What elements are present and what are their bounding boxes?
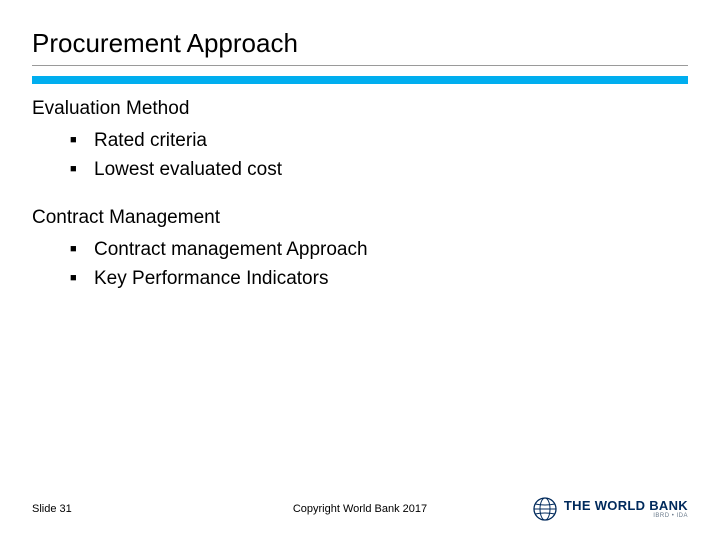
slide-number: Slide 31 — [32, 503, 72, 515]
slide-container: Procurement Approach Evaluation Method R… — [0, 0, 720, 540]
logo-text-wrap: THE WORLD BANK IBRD • IDA — [564, 499, 688, 519]
bullet-list: Contract management Approach Key Perform… — [70, 235, 688, 294]
list-item: Contract management Approach — [70, 235, 688, 264]
page-title: Procurement Approach — [32, 28, 688, 66]
world-bank-logo: THE WORLD BANK IBRD • IDA — [532, 496, 688, 522]
logo-subtext: IBRD • IDA — [564, 513, 688, 519]
list-item: Lowest evaluated cost — [70, 155, 688, 184]
section-heading: Contract Management — [32, 207, 688, 229]
section-contract: Contract Management Contract management … — [32, 207, 688, 294]
bullet-list: Rated criteria Lowest evaluated cost — [70, 126, 688, 185]
logo-text: THE WORLD BANK — [564, 499, 688, 512]
section-evaluation: Evaluation Method Rated criteria Lowest … — [32, 98, 688, 185]
list-item: Rated criteria — [70, 126, 688, 155]
globe-icon — [532, 496, 558, 522]
section-heading: Evaluation Method — [32, 98, 688, 120]
copyright-text: Copyright World Bank 2017 — [293, 503, 427, 515]
accent-bar — [32, 76, 688, 84]
footer: Slide 31 Copyright World Bank 2017 THE W… — [0, 496, 720, 522]
list-item: Key Performance Indicators — [70, 264, 688, 293]
